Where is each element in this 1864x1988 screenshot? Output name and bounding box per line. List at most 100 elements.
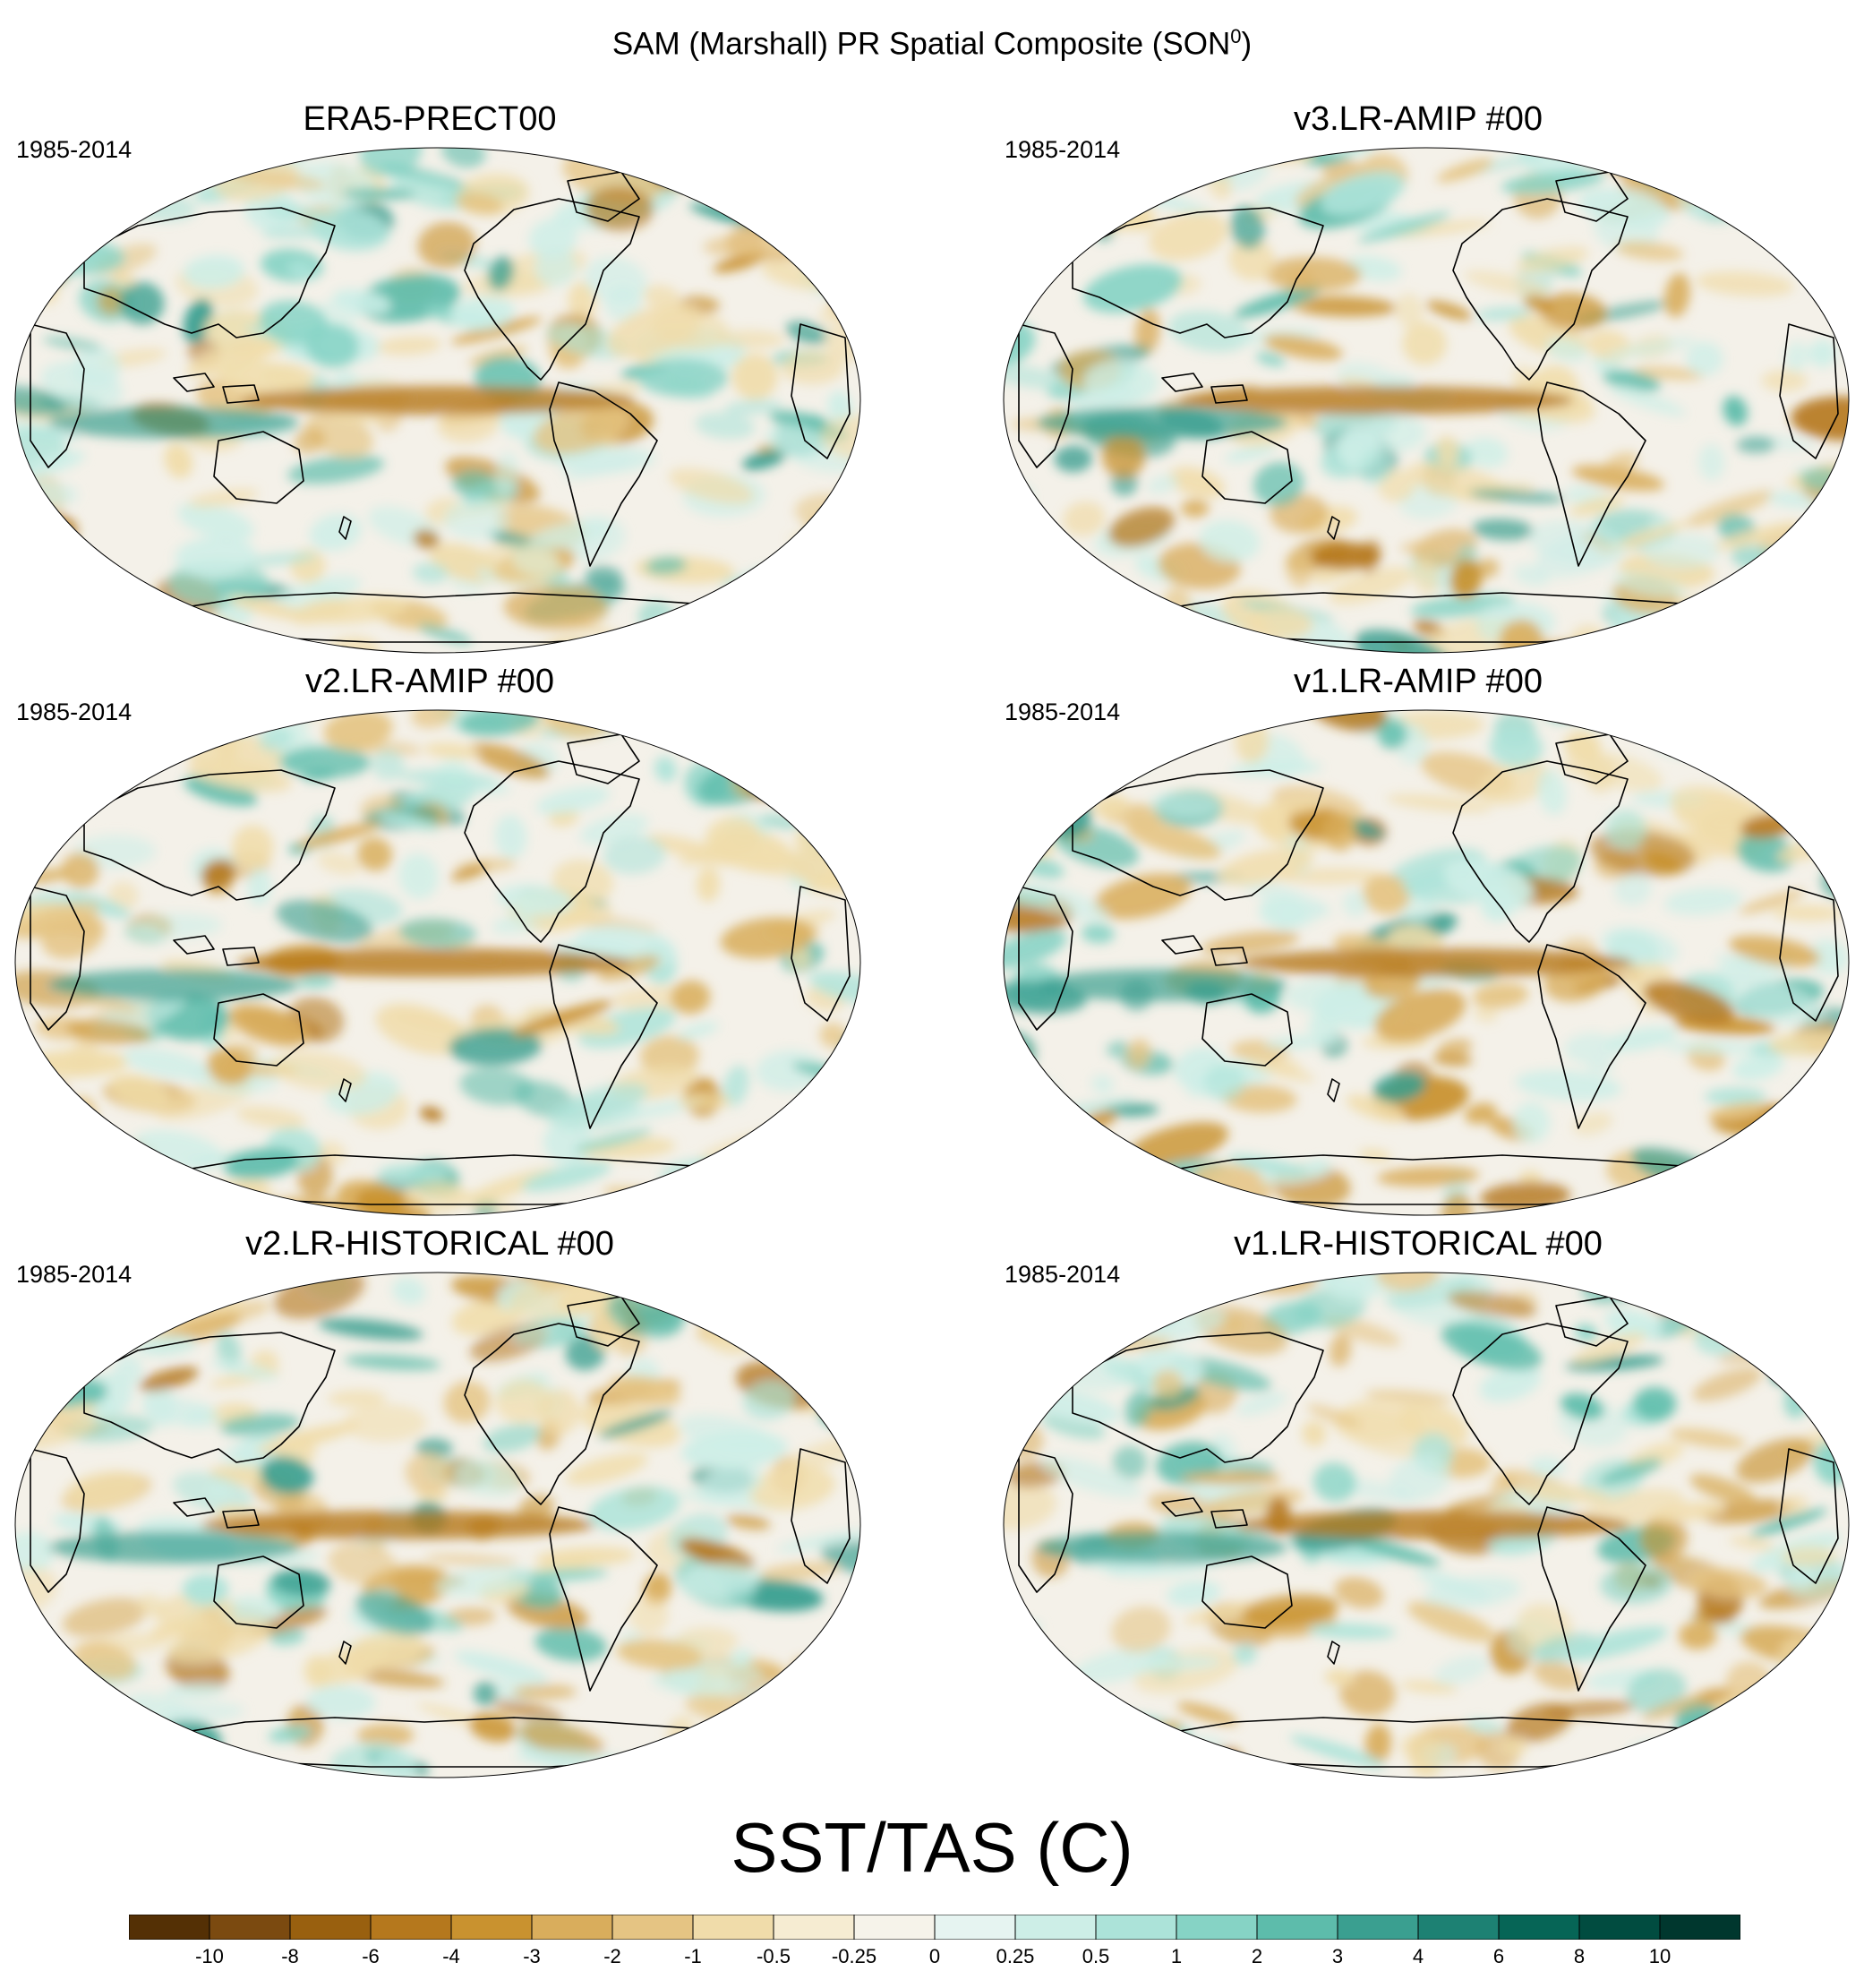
coastline	[338, 1641, 352, 1665]
anomaly-patch	[742, 1380, 796, 1420]
anomaly-patch	[1412, 556, 1440, 596]
anomaly-patch	[1674, 710, 1768, 728]
anomaly-patch	[1180, 1272, 1220, 1296]
anomaly-patch	[391, 1010, 474, 1034]
anomaly-patch	[598, 1410, 673, 1438]
anomaly-patch	[1664, 272, 1690, 318]
indian-ocean-band	[1037, 1531, 1287, 1564]
anomaly-patch	[663, 1193, 704, 1213]
anomaly-patch	[752, 759, 793, 793]
anomaly-patch	[1386, 793, 1492, 813]
colorbar-tick-label: 2	[1251, 1945, 1263, 1967]
anomaly-patch	[1311, 542, 1380, 570]
anomaly-patch	[1781, 1546, 1838, 1567]
anomaly-patch	[1513, 565, 1550, 587]
anomaly-patch	[588, 1486, 680, 1531]
anomaly-patch	[791, 1761, 825, 1778]
anomaly-patch	[15, 1105, 47, 1140]
anomaly-patch	[1820, 1147, 1849, 1163]
anomaly-patch	[512, 1000, 613, 1036]
anomaly-patch	[1070, 1645, 1172, 1684]
anomaly-patch	[1136, 1349, 1204, 1385]
anomaly-patch	[776, 1110, 860, 1160]
anomaly-patch	[696, 867, 721, 903]
colorbar-tick-label: 0.25	[996, 1945, 1035, 1967]
anomaly-patch	[568, 281, 596, 321]
anomaly-patch	[318, 1318, 423, 1341]
anomaly-patch	[1069, 1754, 1134, 1778]
anomaly-patch	[799, 1678, 860, 1718]
coastline	[222, 384, 260, 404]
anomaly-patch	[488, 256, 515, 291]
anomaly-patch	[15, 756, 61, 800]
anomaly-patch	[1362, 874, 1411, 914]
map-frame	[14, 147, 861, 654]
anomaly-patch	[1765, 1729, 1799, 1751]
anomaly-patch	[1697, 166, 1789, 207]
anomaly-patch	[805, 148, 849, 170]
anomaly-patch	[1477, 760, 1552, 806]
anomaly-patch	[118, 1193, 207, 1215]
anomaly-patch	[714, 1658, 765, 1682]
colorbar-tick-label: 10	[1648, 1945, 1672, 1967]
anomaly-patch	[1653, 1501, 1725, 1522]
anomaly-patch	[183, 254, 245, 289]
anomaly-patch	[805, 148, 860, 169]
anomaly-patch	[230, 168, 327, 191]
anomaly-patch	[1475, 306, 1531, 321]
anomaly-patch	[1436, 159, 1494, 183]
anomaly-patch	[1736, 1437, 1815, 1483]
anomaly-patch	[1679, 742, 1767, 758]
colorbar-bin	[1176, 1915, 1258, 1940]
anomaly-patch	[1529, 1456, 1566, 1477]
anomaly-patch	[344, 1354, 441, 1371]
colorbar-bin	[1659, 1915, 1740, 1940]
anomaly-patch	[15, 786, 41, 818]
anomaly-patch	[703, 235, 769, 257]
anomaly-patch	[454, 1459, 520, 1497]
equatorial-band	[240, 386, 635, 415]
anomaly-patch	[175, 536, 257, 576]
anomaly-patch	[356, 1723, 415, 1747]
anomaly-patch	[1736, 587, 1826, 630]
colorbar-tick-label: -0.25	[831, 1945, 877, 1967]
anomaly-patch	[695, 412, 755, 440]
anomaly-patch	[372, 749, 405, 781]
coastline	[83, 207, 336, 338]
anomaly-patch	[668, 467, 755, 504]
anomaly-patch	[397, 769, 499, 789]
anomaly-patch	[411, 710, 457, 729]
coastline	[549, 1506, 658, 1692]
anomaly-patch	[58, 1183, 133, 1214]
anomaly-patch	[378, 1163, 450, 1183]
anomaly-patch	[262, 710, 320, 719]
anomaly-patch	[1563, 1626, 1668, 1661]
anomaly-patch	[1167, 1581, 1221, 1607]
coastline	[549, 381, 658, 567]
colorbar-tick-label: 0.5	[1082, 1945, 1110, 1967]
anomaly-patch	[1473, 1006, 1499, 1023]
anomaly-patch	[1233, 285, 1323, 318]
anomaly-patch	[1321, 171, 1405, 216]
anomaly-patch	[1167, 310, 1251, 353]
anomaly-patch	[1018, 1343, 1093, 1370]
anomaly-patch	[1004, 1195, 1071, 1215]
anomaly-patch	[443, 499, 509, 540]
anomaly-patch	[1047, 1330, 1102, 1355]
indian-ocean-band	[48, 407, 299, 439]
anomaly-patch	[1670, 785, 1755, 832]
anomaly-patch	[188, 488, 259, 508]
anomaly-patch	[1004, 1272, 1018, 1293]
anomaly-patch	[493, 1699, 564, 1724]
colorbar-bin	[1498, 1915, 1580, 1940]
anomaly-patch	[781, 724, 816, 757]
anomaly-patch	[342, 188, 416, 200]
anomaly-patch	[1560, 1392, 1604, 1420]
anomaly-patch	[1377, 718, 1407, 750]
anomaly-patch	[1443, 859, 1534, 906]
anomaly-patch	[1149, 211, 1228, 261]
anomaly-patch	[528, 218, 577, 260]
anomaly-patch	[343, 1643, 372, 1679]
anomaly-patch	[1306, 1404, 1363, 1428]
anomaly-patch	[1605, 337, 1697, 360]
